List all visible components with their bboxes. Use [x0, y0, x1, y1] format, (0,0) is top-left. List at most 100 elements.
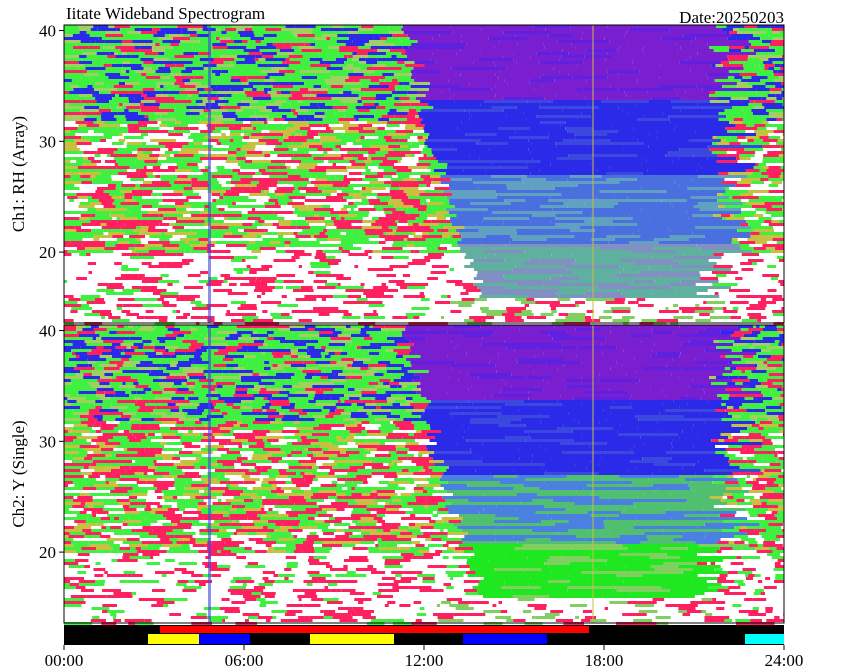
spectrogram-texture	[76, 190, 96, 193]
spectrogram-texture	[765, 199, 783, 202]
spectrogram-texture	[656, 196, 691, 199]
spectrogram-texture	[344, 217, 348, 220]
spectrogram-texture	[742, 277, 758, 280]
spectrogram-texture	[283, 286, 286, 289]
spectrogram-texture	[393, 103, 411, 106]
spectrogram-texture	[205, 253, 221, 256]
spectrogram-texture	[228, 70, 243, 73]
spectrogram-texture	[768, 136, 781, 139]
spectrogram-texture	[64, 319, 74, 322]
spectrogram-texture	[568, 52, 608, 55]
spectrogram-texture	[89, 355, 100, 358]
spectrogram-texture	[117, 220, 137, 223]
spectrogram-texture	[243, 130, 262, 133]
spectrogram-texture	[536, 52, 569, 55]
spectrogram-texture	[270, 325, 274, 328]
spectrogram-texture	[626, 31, 670, 34]
spectrogram-texture	[363, 103, 375, 106]
spectrogram-texture	[101, 226, 122, 229]
spectrogram-texture	[198, 127, 204, 130]
spectrogram-texture	[164, 187, 184, 190]
spectrogram-texture	[378, 31, 390, 34]
spectrogram-texture	[737, 325, 753, 328]
spectrogram-texture	[194, 55, 214, 58]
spectrogram-texture	[180, 310, 184, 313]
spectrogram-texture	[159, 340, 166, 343]
spectrogram-texture	[335, 112, 356, 115]
spectrogram-texture	[729, 100, 742, 103]
spectrogram-texture	[361, 247, 383, 250]
spectrogram-texture	[757, 262, 777, 265]
spectrogram-texture	[584, 55, 614, 58]
spectrogram-texture	[215, 292, 228, 295]
spectrogram-texture	[761, 223, 769, 226]
spectrogram-texture	[753, 271, 771, 274]
spectrogram-texture	[285, 163, 299, 166]
spectrogram-texture	[732, 238, 738, 241]
spectrogram-texture	[751, 310, 772, 313]
spectrogram-texture	[424, 142, 477, 145]
spectrogram-texture	[359, 235, 380, 238]
spectrogram-texture	[308, 169, 327, 172]
spectrogram-texture	[592, 25, 594, 323]
spectrogram-texture	[90, 220, 112, 223]
spectrogram-texture	[245, 205, 265, 208]
spectrogram-texture	[97, 169, 109, 172]
spectrogram-texture	[297, 148, 303, 151]
spectrogram-texture	[410, 346, 455, 349]
spectrogram-texture	[386, 310, 401, 313]
spectrogram-texture	[250, 259, 260, 262]
spectrogram-texture	[567, 178, 607, 181]
spectrogram-texture	[270, 271, 285, 274]
spectrogram-texture	[96, 319, 112, 322]
spectrogram-texture	[715, 274, 727, 277]
spectrogram-texture	[391, 55, 397, 58]
spectrogram-texture	[155, 43, 160, 46]
spectrogram-texture	[324, 349, 342, 352]
spectrogram-texture	[388, 151, 401, 154]
spectrogram-texture	[188, 94, 193, 97]
spectrogram-texture	[118, 82, 125, 85]
spectrogram-texture	[132, 55, 139, 58]
spectrogram-texture	[461, 298, 475, 301]
spectrogram-texture	[769, 88, 782, 91]
spectrogram-texture	[317, 286, 336, 289]
spectrogram-texture	[83, 232, 104, 235]
spectrogram-texture	[148, 115, 161, 118]
spectrogram-texture	[126, 328, 134, 331]
spectrogram-texture	[426, 208, 446, 211]
spectrogram-texture	[314, 112, 325, 115]
spectrogram-texture	[727, 55, 748, 58]
spectrogram-texture	[348, 184, 361, 187]
spectrogram-texture	[401, 307, 412, 310]
spectrogram-texture	[586, 49, 618, 52]
spectrogram-texture	[341, 145, 363, 148]
spectrogram-texture	[236, 151, 247, 154]
spectrogram-texture	[411, 307, 430, 310]
spectrogram-texture	[418, 157, 437, 160]
spectrogram-texture	[336, 190, 342, 193]
spectrogram-texture	[148, 226, 156, 229]
spectrogram-texture	[597, 286, 630, 289]
spectrogram-texture	[106, 286, 124, 289]
spectrogram-texture	[313, 208, 334, 211]
spectrogram-texture	[247, 133, 252, 136]
spectrogram-texture	[258, 346, 276, 349]
spectrogram-texture	[96, 289, 115, 292]
spectrogram-texture	[387, 337, 406, 340]
spectrogram-texture	[352, 157, 358, 160]
spectrogram-texture	[223, 211, 242, 214]
spectrogram-texture	[315, 25, 333, 28]
spectrogram-texture	[136, 226, 141, 229]
spectrogram-texture	[614, 193, 659, 196]
spectrogram-texture	[172, 235, 187, 238]
spectrogram-texture	[477, 58, 514, 61]
spectrogram-texture	[294, 124, 310, 127]
spectrogram-texture	[724, 187, 730, 190]
spectrogram-texture	[727, 37, 737, 40]
spectrogram-texture	[441, 205, 455, 208]
spectrogram-texture	[175, 202, 184, 205]
spectrogram-texture	[275, 112, 294, 115]
spectrogram-texture	[363, 73, 383, 76]
spectrogram-texture	[762, 145, 781, 148]
